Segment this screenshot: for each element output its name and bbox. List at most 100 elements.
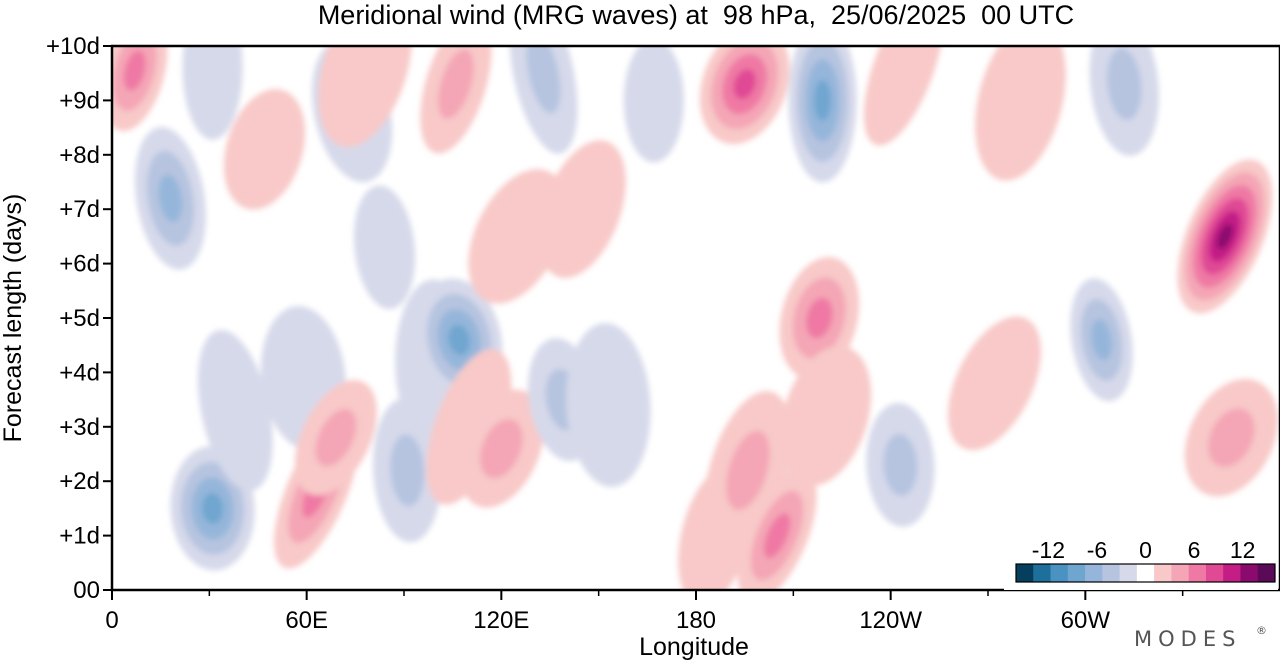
colorbar-swatch (1033, 564, 1052, 582)
contour-field (112, 46, 1278, 590)
positive-contour-band (468, 169, 567, 304)
positive-contour-band (726, 430, 770, 510)
colorbar-label: -6 (1087, 537, 1107, 563)
contour-feature (863, 46, 944, 146)
contour-feature (468, 169, 567, 304)
colorbar-swatch (1016, 564, 1034, 582)
negative-contour-band (883, 433, 918, 496)
colorbar-swatch (1102, 564, 1121, 582)
contour-feature (539, 140, 626, 279)
negative-contour-band (182, 46, 243, 140)
contour-feature (788, 46, 857, 183)
negative-contour-band (354, 185, 416, 310)
contour-feature (223, 89, 306, 210)
contour-feature (1184, 378, 1278, 497)
colorbar-swatch (1240, 564, 1259, 582)
contour-feature (182, 46, 243, 140)
y-tick-label: +3d (59, 414, 100, 441)
contour-feature (458, 389, 544, 508)
colorbar-label: -12 (1032, 537, 1065, 563)
contour-feature (866, 402, 935, 527)
colorbar-legend: -12 -6 0 6 12 (1004, 534, 1278, 590)
colorbar-swatch (1188, 564, 1207, 582)
negative-contour-band (202, 492, 224, 524)
negative-contour-band (448, 324, 470, 356)
x-tick-label: 120E (473, 607, 529, 634)
negative-contour-band (1091, 319, 1112, 361)
positive-contour-band (1216, 223, 1233, 250)
colorbar-label: 0 (1139, 537, 1152, 563)
negative-contour-band (814, 79, 832, 121)
colorbar-outline (1015, 563, 1276, 583)
colorbar-swatch (1119, 564, 1138, 582)
colorbar-swatch (1171, 564, 1190, 582)
positive-contour-band (780, 345, 872, 486)
contour-feature (947, 316, 1041, 451)
contour-feature (426, 348, 512, 505)
negative-contour-band (526, 46, 561, 114)
contour-feature (197, 329, 273, 491)
contour-feature (566, 323, 651, 487)
y-tick-label: +1d (59, 523, 100, 550)
positive-contour-band (806, 297, 833, 339)
colorbar-label: 12 (1230, 537, 1256, 563)
contour-feature (780, 345, 872, 486)
y-axis-title: Forecast length (days) (0, 194, 27, 443)
y-axis-ticks: 00 +1d +2d +3d +4d +5d +6d +7d +8d +9d +10d (46, 33, 112, 604)
contour-feature (623, 46, 684, 163)
contour-feature (112, 46, 168, 132)
contour-feature (699, 46, 790, 145)
y-tick-label: +4d (59, 359, 100, 386)
positive-contour-band (315, 408, 357, 467)
negative-contour-band (566, 323, 651, 487)
positive-contour-band (539, 140, 626, 279)
y-tick-label: 00 (73, 577, 100, 604)
y-tick-label: +8d (59, 142, 100, 169)
positive-contour-band (947, 316, 1041, 451)
x-tick-label: 60E (285, 607, 328, 634)
logo-trademark: ® (1256, 624, 1267, 637)
x-tick-label: 60W (1061, 607, 1111, 634)
positive-contour-band (123, 50, 146, 91)
contour-feature (1089, 46, 1159, 156)
positive-contour-band (480, 419, 523, 479)
contour-feature (318, 46, 412, 148)
positive-contour-band (763, 513, 791, 559)
negative-contour-band (390, 434, 425, 507)
x-axis-title: Longitude (639, 633, 749, 661)
contour-feature (420, 46, 492, 154)
colorbar-swatch (1154, 564, 1172, 582)
negative-contour-band (158, 174, 183, 223)
contour-feature (975, 46, 1066, 181)
colorbar-swatch (1085, 564, 1103, 582)
logo-text: MODES (1134, 627, 1241, 651)
contour-feature (509, 46, 578, 154)
contour-feature (737, 468, 817, 590)
y-tick-label: +7d (59, 196, 100, 223)
positive-contour-band (1208, 408, 1255, 468)
contour-feature (1177, 159, 1273, 314)
positive-contour-band (426, 348, 512, 505)
negative-contour-band (1106, 48, 1142, 120)
y-tick-label: +6d (59, 251, 100, 278)
colorbar-swatch (1205, 564, 1224, 582)
contour-feature (294, 379, 377, 496)
positive-contour-band (318, 46, 412, 148)
x-tick-label: 180 (676, 607, 716, 634)
colorbar-swatch (1136, 564, 1155, 582)
modes-logo: MODES ® (1134, 624, 1267, 651)
colorbar-swatch (1223, 564, 1241, 582)
y-tick-label: +9d (59, 87, 100, 114)
colorbar-label: 6 (1188, 537, 1201, 563)
positive-contour-band (733, 69, 756, 100)
positive-contour-band (863, 46, 944, 146)
y-tick-label: +10d (46, 33, 100, 60)
chart-title: Meridional wind (MRG waves) at 98 hPa, 2… (318, 0, 1074, 30)
positive-contour-band (975, 46, 1066, 181)
contour-feature (354, 185, 416, 310)
colorbar-swatch (1067, 564, 1086, 582)
positive-contour-band (223, 89, 306, 210)
contour-feature (134, 127, 206, 270)
x-tick-label: 0 (105, 607, 118, 634)
colorbar-swatch (1050, 564, 1069, 582)
